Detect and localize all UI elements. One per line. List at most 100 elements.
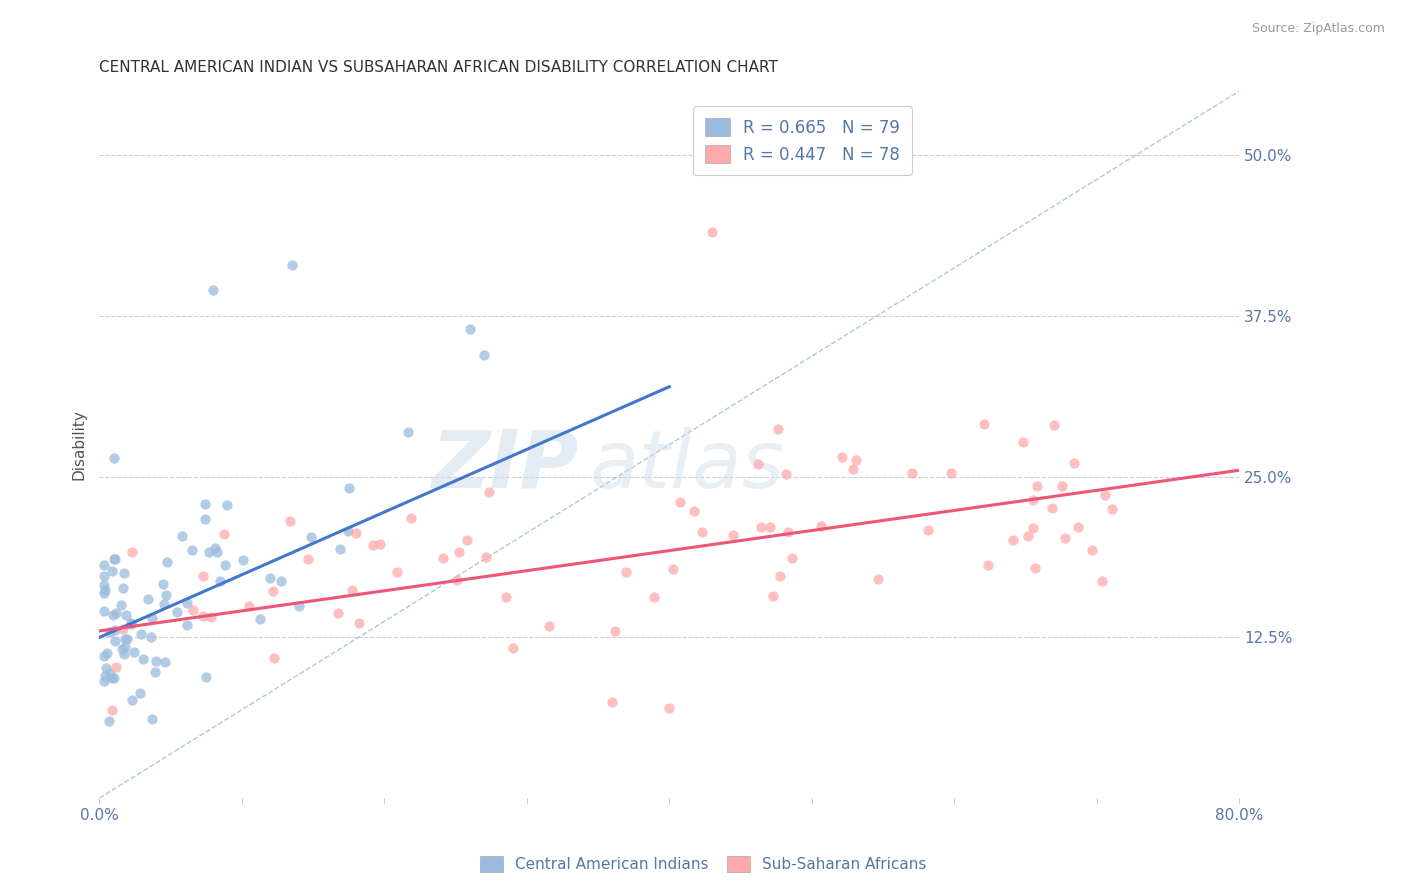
- Point: [153, 597, 176, 611]
- Point: [117, 632, 139, 646]
- Point: [111, 581, 134, 595]
- Point: [215, 499, 238, 513]
- Point: [204, 541, 226, 555]
- Point: [458, 322, 481, 336]
- Point: [262, 583, 284, 598]
- Point: [263, 651, 285, 665]
- Point: [96, 646, 118, 660]
- Point: [472, 347, 495, 361]
- Point: [212, 527, 235, 541]
- Point: [93, 558, 115, 572]
- Point: [478, 485, 501, 500]
- Point: [112, 647, 135, 661]
- Point: [128, 686, 150, 700]
- Point: [1011, 434, 1033, 449]
- Point: [1054, 531, 1077, 545]
- Point: [939, 466, 962, 480]
- Point: [100, 671, 122, 685]
- Point: [97, 714, 120, 728]
- Point: [682, 503, 704, 517]
- Point: [337, 482, 360, 496]
- Point: [94, 669, 117, 683]
- Point: [1024, 560, 1046, 574]
- Point: [124, 645, 146, 659]
- Text: atlas: atlas: [589, 426, 785, 505]
- Point: [976, 558, 998, 573]
- Point: [842, 461, 865, 475]
- Point: [176, 596, 198, 610]
- Point: [166, 606, 188, 620]
- Point: [110, 598, 132, 612]
- Point: [1043, 418, 1066, 433]
- Point: [385, 566, 408, 580]
- Point: [98, 665, 121, 680]
- Point: [101, 608, 124, 623]
- Point: [259, 571, 281, 585]
- Point: [93, 648, 115, 663]
- Point: [662, 562, 685, 576]
- Point: [112, 566, 135, 581]
- Point: [200, 610, 222, 624]
- Point: [447, 545, 470, 559]
- Point: [495, 590, 517, 604]
- Point: [105, 660, 128, 674]
- Point: [136, 591, 159, 606]
- Point: [198, 544, 221, 558]
- Point: [396, 425, 419, 440]
- Point: [614, 565, 637, 579]
- Point: [104, 552, 127, 566]
- Point: [170, 529, 193, 543]
- Point: [297, 552, 319, 566]
- Point: [328, 606, 350, 620]
- Point: [100, 565, 122, 579]
- Point: [202, 283, 225, 297]
- Point: [1022, 520, 1045, 534]
- Point: [778, 525, 800, 540]
- Legend: Central American Indians, Sub-Saharan Africans: Central American Indians, Sub-Saharan Af…: [472, 848, 934, 880]
- Point: [502, 641, 524, 656]
- Text: CENTRAL AMERICAN INDIAN VS SUBSAHARAN AFRICAN DISABILITY CORRELATION CHART: CENTRAL AMERICAN INDIAN VS SUBSAHARAN AF…: [100, 60, 779, 75]
- Point: [281, 258, 304, 272]
- Point: [845, 453, 868, 467]
- Legend: R = 0.665   N = 79, R = 0.447   N = 78: R = 0.665 N = 79, R = 0.447 N = 78: [693, 106, 911, 176]
- Point: [111, 622, 134, 636]
- Point: [344, 525, 367, 540]
- Point: [337, 524, 360, 538]
- Point: [238, 599, 260, 613]
- Point: [669, 495, 692, 509]
- Point: [456, 533, 478, 548]
- Point: [176, 618, 198, 632]
- Point: [810, 519, 832, 533]
- Point: [775, 467, 797, 481]
- Y-axis label: Disability: Disability: [72, 409, 86, 480]
- Point: [1091, 574, 1114, 588]
- Point: [121, 693, 143, 707]
- Point: [721, 528, 744, 542]
- Point: [340, 582, 363, 597]
- Point: [370, 537, 392, 551]
- Point: [141, 712, 163, 726]
- Point: [1040, 501, 1063, 516]
- Point: [1050, 479, 1073, 493]
- Point: [194, 670, 217, 684]
- Point: [658, 701, 681, 715]
- Point: [214, 558, 236, 573]
- Point: [328, 542, 350, 557]
- Point: [901, 466, 924, 480]
- Point: [129, 627, 152, 641]
- Point: [700, 226, 723, 240]
- Point: [156, 555, 179, 569]
- Point: [1022, 493, 1045, 508]
- Point: [278, 515, 301, 529]
- Point: [114, 640, 136, 654]
- Point: [191, 568, 214, 582]
- Point: [103, 450, 125, 465]
- Point: [111, 642, 134, 657]
- Point: [205, 545, 228, 559]
- Point: [194, 512, 217, 526]
- Point: [643, 590, 665, 604]
- Point: [120, 617, 142, 632]
- Point: [537, 619, 560, 633]
- Point: [270, 574, 292, 588]
- Point: [766, 422, 789, 436]
